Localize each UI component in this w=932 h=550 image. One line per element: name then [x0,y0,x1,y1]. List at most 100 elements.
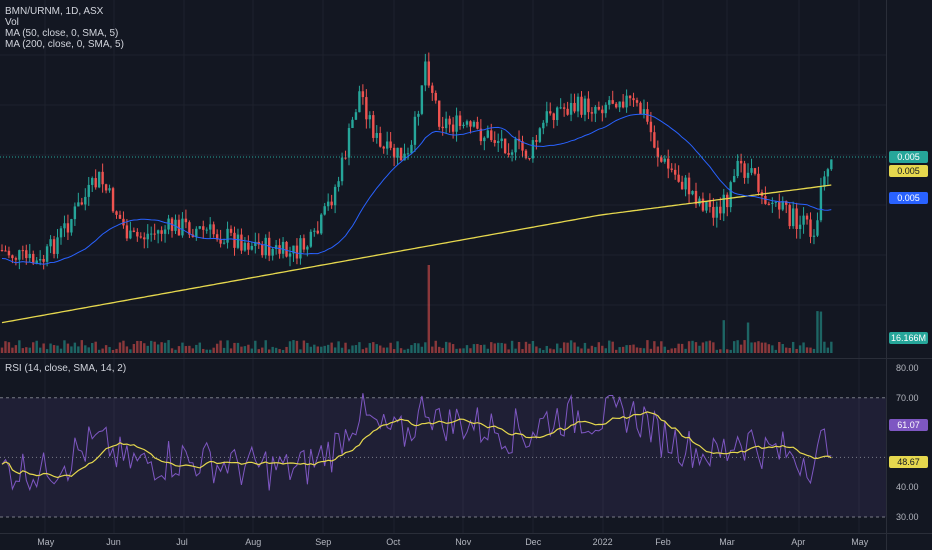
volume-bar [21,348,25,353]
time-tick-dec: Dec [525,537,542,547]
volume-bar [774,349,778,353]
candle-body [347,128,351,158]
candle-body [56,237,59,254]
candle-body [14,258,18,260]
candle-body [233,232,236,248]
volume-bar [94,341,97,353]
candle-body [372,115,375,138]
candle-body [621,101,625,108]
candle-body [597,106,601,110]
vol-legend[interactable]: Vol [5,17,19,28]
ma200-legend[interactable]: MA (200, close, 0, SMA, 5) [5,39,124,50]
volume-bar [25,347,28,353]
volume-bar [274,347,278,353]
volume-bar [507,349,510,353]
candle-body [608,100,611,105]
candle-body [413,116,417,145]
volume-bar [618,347,621,353]
volume-bar [785,347,788,353]
volume-bar [812,348,816,353]
candle-body [660,157,663,162]
candle-body [379,133,382,147]
price-axis-separator [886,0,887,550]
rsi-value-tag: 61.07 [889,419,928,431]
volume-bar [125,346,129,353]
candle-body [680,181,684,190]
candle-body [663,158,666,162]
volume-bar [222,347,226,353]
volume-bar [70,346,73,353]
candle-body [80,202,84,205]
volume-bar [118,342,122,353]
volume-bar [729,349,732,353]
volume-bar [521,349,524,353]
volume-bar [375,344,378,353]
candle-body [816,220,819,236]
candle-body [729,182,732,208]
volume-bar [271,346,274,353]
volume-bar [115,348,118,353]
candle-body [562,107,566,109]
volume-bar [441,347,444,353]
volume-bar [791,341,795,353]
volume-bar [451,344,455,353]
candle-body [476,121,479,129]
volume-bar [52,345,56,353]
volume-bar [351,345,354,353]
volume-bar [684,348,687,353]
rsi-band [0,397,886,517]
candle-body [653,132,656,148]
candle-body [715,206,719,218]
candle-body [115,211,118,215]
volume-bar [417,343,420,353]
candle-body [625,95,628,108]
candle-body [136,231,139,237]
candle-body [143,237,146,240]
candle-body [507,153,510,155]
candle-body [63,223,66,229]
volume-bar [42,343,45,353]
candle-body [556,107,559,121]
ma50-tag: 0.005 [889,192,928,204]
candle-body [469,121,472,127]
volume-bar [514,348,517,353]
rsi-ma-line [1,411,832,479]
volume-bar [569,340,573,353]
volume-bar [701,342,705,353]
candle-body [677,174,680,182]
rsi-legend[interactable]: RSI (14, close, SMA, 14, 2) [5,363,127,374]
volume-bar [202,348,205,353]
candle-body [11,255,14,259]
volume-bar [226,340,229,353]
volume-bar [28,347,31,353]
candle-body [444,118,448,129]
volume-bar [444,341,448,353]
volume-bar [205,349,208,353]
time-tick-apr: Apr [791,537,806,547]
volume-bar [150,340,153,353]
volume-bar [0,347,4,353]
candle-body [306,246,309,250]
candle-body [160,230,163,234]
volume-bar [830,341,833,353]
volume-bar [136,340,139,353]
volume-bar [698,345,701,353]
candle-body [736,160,739,177]
volume-bar [826,347,830,353]
candle-body [316,230,319,234]
symbol-legend[interactable]: BMN/URNM, 1D, ASX [5,6,104,17]
candle-body [458,115,462,127]
candle-body [38,258,42,261]
candle-body [781,201,784,210]
volume-bar [556,343,559,353]
volume-bar [292,340,295,353]
candle-body [812,235,816,237]
candle-body [795,208,798,230]
volume-bar [462,348,465,353]
volume-bar [621,346,625,353]
volume-bar [778,341,781,353]
volume-bar [646,340,649,353]
volume-bar [59,348,63,353]
ma50-legend[interactable]: MA (50, close, 0, SMA, 5) [5,28,119,39]
